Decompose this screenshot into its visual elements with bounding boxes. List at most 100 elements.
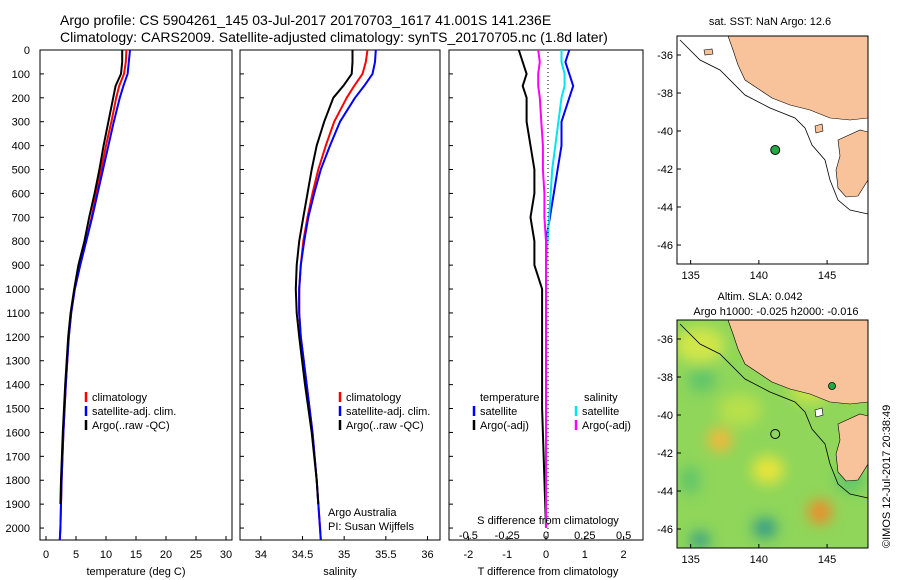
king-island: [814, 407, 824, 418]
legend-label-satellite: satellite-adj. clim.: [346, 406, 430, 418]
tasmania: [835, 413, 868, 482]
salinity-panel-frame: [239, 49, 441, 541]
lat-tick-label: -38: [657, 88, 673, 100]
difference-legend-salinity: salinity satellite Argo(-adj): [574, 392, 631, 432]
depth-tick-label: 1900: [6, 499, 30, 511]
legend-label-sal-argo: Argo(-adj): [582, 420, 631, 432]
depth-tick-label: 1800: [6, 475, 30, 487]
s-diff-tick-label: 0.25: [574, 530, 595, 542]
imos-watermark: ©IMOS 12-Jul-2017 20:38:49: [881, 405, 893, 548]
lat-tick-label: -44: [657, 486, 673, 498]
depth-tick-label: 1100: [6, 308, 30, 320]
map-bottom-axes: 135 140 145 -36 -38 -40 -42 -44 -46: [657, 334, 836, 566]
s-difference-axis-label: S difference from climatology: [477, 515, 619, 527]
lat-tick-label: -42: [657, 164, 673, 176]
depth-tick-label: 1500: [6, 404, 30, 416]
series-line-climatology: [58, 49, 128, 541]
title-line-1: Argo profile: CS 5904261_145 03-Jul-2017…: [60, 12, 551, 28]
title-line-2: Climatology: CARS2009. Satellite-adjuste…: [60, 29, 608, 45]
legend-label-argo: Argo(..raw -QC): [346, 420, 424, 432]
salinity-axis-label: salinity: [323, 566, 357, 578]
difference-profile-lines: [517, 49, 575, 529]
x-tick-label: 34.5: [292, 549, 313, 561]
depth-tick-label: 1400: [6, 380, 30, 392]
argo-float-marker: [770, 429, 781, 439]
annotation-argo-australia: Argo Australia: [328, 507, 397, 519]
lon-tick-label: 145: [818, 554, 836, 566]
map-top-area: [677, 36, 868, 264]
lon-tick-label: 140: [750, 554, 768, 566]
legend-label-climatology: climatology: [346, 392, 402, 404]
x-tick-label: 34: [255, 549, 267, 561]
x-tick-label: 15: [130, 549, 142, 561]
x-tick-label: 35.5: [375, 549, 396, 561]
x-tick-label: 25: [190, 549, 202, 561]
temperature-panel-frame: [39, 49, 233, 541]
x-tick-label: -2: [464, 549, 474, 561]
lon-tick-label: 135: [681, 270, 699, 282]
depth-tick-label: 500: [12, 165, 30, 177]
x-tick-label: 2: [621, 549, 627, 561]
series-line-argo-raw-qc-: [59, 50, 124, 505]
argo-float-marker: [770, 145, 781, 155]
x-tick-label: 1: [582, 549, 588, 561]
lat-tick-label: -40: [657, 410, 673, 422]
nearby-float-marker: [828, 382, 836, 390]
legend-label-climatology: climatology: [92, 392, 148, 404]
t-difference-x-ticks: -2 -1 0 1 2: [464, 536, 627, 561]
x-tick-label: 0: [43, 549, 49, 561]
depth-tick-label: 300: [12, 117, 30, 129]
lat-tick-label: -44: [657, 202, 673, 214]
x-tick-label: 20: [160, 549, 172, 561]
x-tick-label: 35: [338, 549, 350, 561]
legend-title-temperature: temperature: [480, 392, 539, 404]
shelf-contour: [679, 39, 868, 215]
depth-tick-label: 200: [12, 93, 30, 105]
lat-tick-label: -36: [657, 334, 673, 346]
series-line-salinity-argo-adj-: [537, 49, 547, 528]
x-tick-label: 5: [73, 549, 79, 561]
mainland-australia: [727, 36, 868, 121]
series-line-satellite-adj-clim-: [298, 49, 377, 541]
s-diff-tick-label: 0: [543, 530, 549, 542]
legend-label-temp-argo: Argo(-adj): [480, 420, 529, 432]
temperature-x-ticks: 0 5 10 15 20 25 30: [43, 536, 232, 561]
tasmania: [835, 129, 868, 198]
king-island: [814, 123, 824, 134]
map-bottom-title-1: Altim. SLA: 0.042: [718, 291, 803, 303]
s-difference-x-ticks: -0.5 -0.25 0 0.25 0.5: [459, 530, 631, 542]
series-line-temperature-argo-adj-: [517, 49, 547, 529]
depth-tick-label: 1600: [6, 427, 30, 439]
depth-tick-label: 1300: [6, 356, 30, 368]
depth-tick-label: 400: [12, 141, 30, 153]
depth-tick-label: 900: [12, 260, 30, 272]
salinity-x-ticks: 34 34.5 35 35.5 36: [255, 536, 434, 561]
salinity-legend: climatology satellite-adj. clim. Argo(..…: [338, 392, 430, 432]
depth-tick-label: 800: [12, 236, 30, 248]
legend-title-salinity: salinity: [584, 392, 618, 404]
temperature-legend: climatology satellite-adj. clim. Argo(..…: [84, 392, 176, 432]
lon-tick-label: 140: [750, 270, 768, 282]
x-tick-label: -1: [502, 549, 512, 561]
lat-tick-label: -42: [657, 448, 673, 460]
map-top-axes: 135 140 145 -36 -38 -40 -42 -44 -46: [657, 50, 836, 282]
x-tick-label: 10: [100, 549, 112, 561]
legend-label-satellite: satellite-adj. clim.: [92, 406, 176, 418]
difference-legend-temperature: temperature satellite Argo(-adj): [472, 392, 539, 432]
salinity-profile-lines: [294, 49, 377, 541]
depth-tick-label: 600: [12, 188, 30, 200]
s-diff-tick-label: 0.5: [616, 530, 631, 542]
map-bottom-title-2: Argo h1000: -0.025 h2000: -0.016: [693, 306, 858, 318]
depth-tick-label: 1200: [6, 332, 30, 344]
legend-label-temp-satellite: satellite: [480, 406, 517, 418]
map-bottom-frame: [676, 319, 869, 549]
map-bottom-area: [677, 320, 868, 548]
lat-tick-label: -36: [657, 50, 673, 62]
s-diff-tick-label: -0.25: [495, 530, 520, 542]
depth-tick-label: 1000: [6, 284, 30, 296]
series-line-climatology: [298, 49, 369, 541]
lon-tick-label: 135: [681, 554, 699, 566]
t-difference-axis-label: T difference from climatology: [478, 566, 619, 578]
depth-tick-label: 700: [12, 212, 30, 224]
lat-tick-label: -46: [657, 240, 673, 252]
